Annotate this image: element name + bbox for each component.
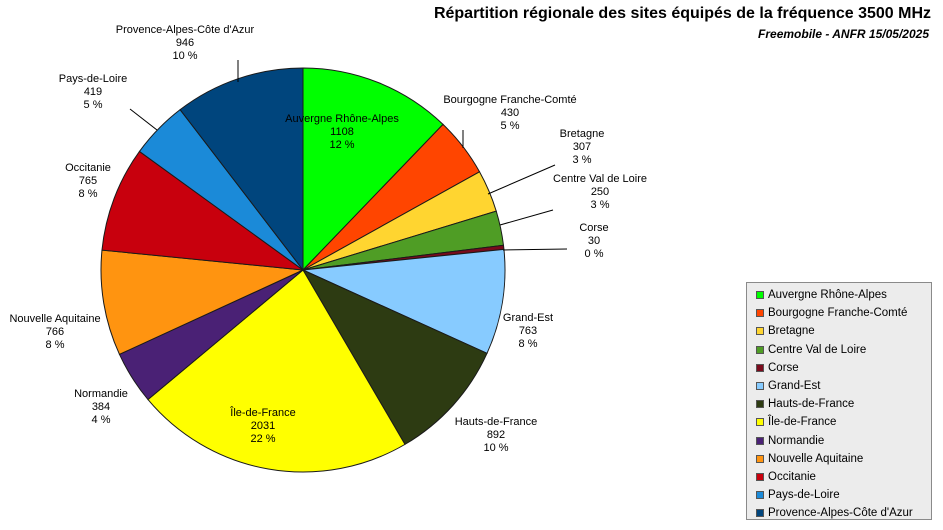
legend-item: Île-de-France xyxy=(756,413,931,431)
pie-slice xyxy=(301,248,506,354)
legend-item: Nouvelle Aquitaine xyxy=(756,450,931,468)
pie-slice xyxy=(101,150,305,271)
slice-label-name: Île-de-France xyxy=(229,406,295,419)
legend-item: Centre Val de Loire xyxy=(756,341,931,359)
slice-label-percent: 8 % xyxy=(79,188,98,200)
leader-line xyxy=(487,164,556,195)
legend-item: Grand-Est xyxy=(756,377,931,395)
legend-item: Hauts-de-France xyxy=(756,395,931,413)
slice-label-value: 765 xyxy=(79,175,97,187)
slice-label-value: 2031 xyxy=(251,420,275,432)
leader-line xyxy=(502,248,568,251)
slice-label-percent: 10 % xyxy=(483,442,508,454)
slice-label-name: Occitanie xyxy=(65,162,111,174)
slice-label-value: 1108 xyxy=(330,126,354,138)
slice-label-percent: 3 % xyxy=(573,154,592,166)
legend-label: Île-de-France xyxy=(768,416,837,429)
leader-line xyxy=(129,108,158,131)
legend-label: Corse xyxy=(768,361,799,374)
legend-item: Pays-de-Loire xyxy=(756,486,931,504)
legend-label: Bretagne xyxy=(768,325,815,338)
legend-item: Auvergne Rhône-Alpes xyxy=(756,286,931,304)
legend-swatch xyxy=(756,454,764,463)
legend-swatch xyxy=(756,291,764,299)
slice-label-name: Bourgogne Franche-Comté xyxy=(443,94,576,106)
slice-label-name: Auvergne Rhône-Alpes xyxy=(285,113,399,125)
legend-item: Corse xyxy=(756,359,931,377)
legend-label: Grand-Est xyxy=(768,379,821,392)
legend-swatch xyxy=(756,345,764,354)
legend-label: Hauts-de-France xyxy=(768,398,855,411)
legend-item: Occitanie xyxy=(756,468,931,486)
legend-label: Bourgogne Franche-Comté xyxy=(768,307,908,320)
slice-label-percent: 5 % xyxy=(84,99,103,111)
legend-swatch xyxy=(756,327,764,336)
slice-label-name: Grand-Est xyxy=(503,312,553,324)
legend-item: Bretagne xyxy=(756,322,931,340)
slice-label-value: 946 xyxy=(176,37,194,49)
slice-label-value: 30 xyxy=(588,235,600,247)
slice-label-value: 430 xyxy=(501,107,519,119)
slice-label-percent: 8 % xyxy=(46,339,65,351)
legend-swatch xyxy=(756,418,764,427)
slice-label-name: Pays-de-Loire xyxy=(59,73,127,85)
legend-swatch xyxy=(756,491,764,500)
slice-label-name: Nouvelle Aquitaine xyxy=(9,313,100,325)
legend-item: Normandie xyxy=(756,432,931,450)
legend-swatch xyxy=(756,381,764,390)
legend-swatch xyxy=(756,472,764,481)
slice-label-percent: 22 % xyxy=(250,433,275,445)
slice-label-name: Centre Val de Loire xyxy=(553,173,647,185)
chart-subtitle: Freemobile - ANFR 15/05/2025 xyxy=(758,27,929,41)
legend-label: Provence-Alpes-Côte d'Azur xyxy=(768,507,913,520)
slice-label-value: 307 xyxy=(573,141,591,153)
slice-label-percent: 10 % xyxy=(172,50,197,62)
slice-label-value: 250 xyxy=(591,186,609,198)
legend-label: Occitanie xyxy=(768,470,816,483)
pie-slice xyxy=(302,67,444,272)
chart-title: Répartition régionale des sites équipés … xyxy=(433,5,931,22)
legend-item: Provence-Alpes-Côte d'Azur xyxy=(756,504,931,522)
slice-label-value: 766 xyxy=(46,326,64,338)
legend: Auvergne Rhône-Alpes Bourgogne Franche-Co… xyxy=(746,282,932,520)
slice-label-name: Hauts-de-France xyxy=(455,416,538,428)
legend-label: Normandie xyxy=(768,434,825,447)
legend-label: Pays-de-Loire xyxy=(768,489,840,502)
slice-label-name: Provence-Alpes-Côte d'Azur xyxy=(116,24,255,36)
slice-label-value: 892 xyxy=(487,429,505,441)
slice-label-name: Normandie xyxy=(74,388,128,400)
legend-swatch xyxy=(756,400,764,409)
slice-label-percent: 8 % xyxy=(519,338,538,350)
pie-slice xyxy=(147,269,406,473)
slice-label-percent: 0 % xyxy=(585,248,604,260)
slice-label-percent: 5 % xyxy=(501,120,520,132)
slice-label-name: Corse xyxy=(579,222,608,234)
slice-label-value: 384 xyxy=(92,401,110,413)
slice-label-value: 763 xyxy=(519,325,537,337)
legend-swatch xyxy=(756,363,764,372)
legend-swatch xyxy=(756,436,764,445)
legend-swatch xyxy=(756,509,764,518)
legend-swatch xyxy=(756,309,764,318)
slice-label-name: Bretagne xyxy=(560,128,605,140)
slice-label-percent: 3 % xyxy=(591,199,610,211)
legend-label: Nouvelle Aquitaine xyxy=(768,452,864,465)
pie-slice xyxy=(301,268,488,446)
slice-label-percent: 4 % xyxy=(92,414,111,426)
legend-label: Centre Val de Loire xyxy=(768,343,867,356)
pie-slice xyxy=(100,249,305,356)
slice-label-value: 419 xyxy=(84,86,102,98)
slice-label-percent: 12 % xyxy=(329,139,354,151)
leader-line xyxy=(499,209,554,226)
legend-label: Auvergne Rhône-Alpes xyxy=(768,289,887,301)
legend-item: Bourgogne Franche-Comté xyxy=(756,304,931,322)
